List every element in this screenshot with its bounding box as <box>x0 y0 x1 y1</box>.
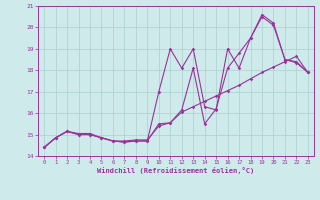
X-axis label: Windchill (Refroidissement éolien,°C): Windchill (Refroidissement éolien,°C) <box>97 167 255 174</box>
